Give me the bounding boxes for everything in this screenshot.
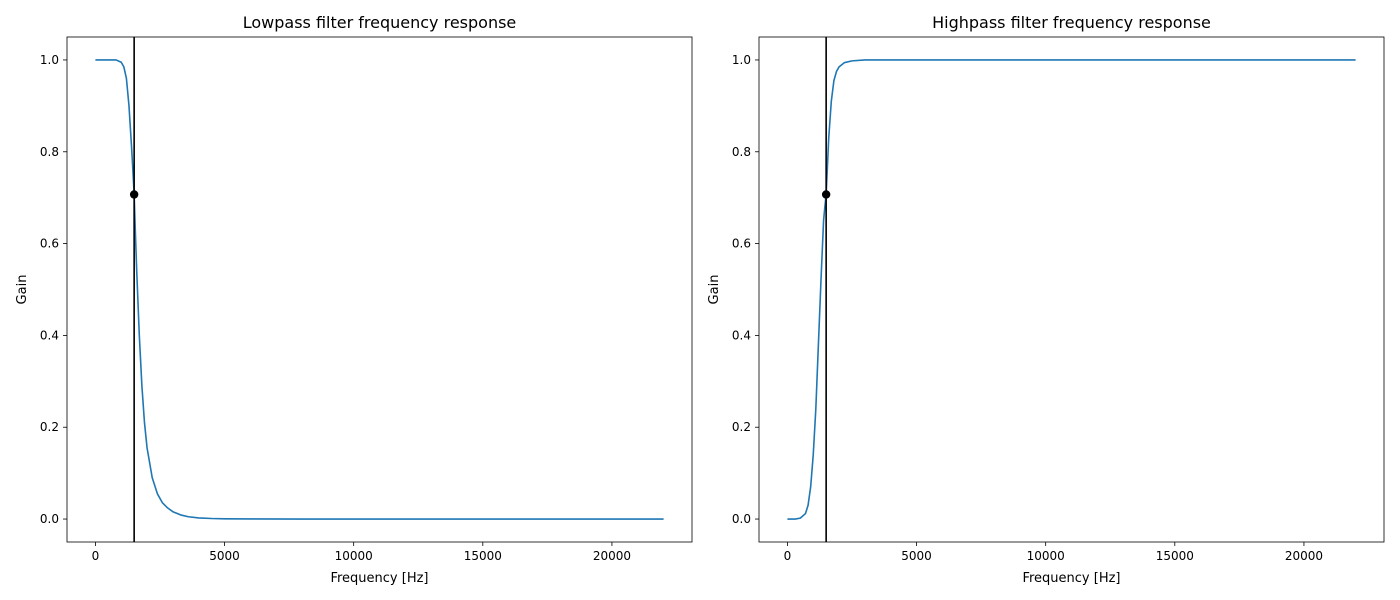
highpass-y-tick-label: 0.6: [732, 237, 751, 251]
highpass-axes-frame: [758, 36, 1385, 543]
lowpass-x-tick-label: 15000: [464, 549, 502, 563]
lowpass-y-tick-label: 0.0: [40, 512, 59, 526]
lowpass-plot-area: 0 5000 10000 15000 20000 0.0 0.2 0.4 0.6 0.8 1.0: [40, 36, 693, 563]
highpass-x-tick-label: 5000: [901, 549, 932, 563]
highpass-x-tick-label: 10000: [1027, 549, 1065, 563]
highpass-y-tick-label: 0.0: [732, 512, 751, 526]
highpass-plot-area: 0 5000 10000 15000 20000 0.0 0.2 0.4 0.6 0.8 1.0: [732, 36, 1385, 563]
lowpass-y-tick-label: 0.2: [40, 420, 59, 434]
lowpass-chart: Lowpass filter frequency response Freque…: [15, 13, 516, 586]
highpass-x-tick-label: 15000: [1156, 549, 1194, 563]
lowpass-x-tick-label: 20000: [593, 549, 631, 563]
lowpass-x-axis-label: Frequency [Hz]: [330, 571, 428, 586]
highpass-response-line: [787, 59, 1356, 520]
lowpass-x-tick-label: 0: [92, 549, 100, 563]
lowpass-y-tick-label: 0.8: [40, 145, 59, 159]
highpass-y-tick-label: 0.2: [732, 420, 751, 434]
lowpass-y-tick-label: 0.6: [40, 237, 59, 251]
highpass-chart: Highpass filter frequency response Frequ…: [707, 13, 1211, 586]
lowpass-x-tick-label: 5000: [209, 549, 240, 563]
highpass-y-tick-label: 1.0: [732, 53, 751, 67]
lowpass-y-tick-label: 1.0: [40, 53, 59, 67]
highpass-chart-title: Highpass filter frequency response: [932, 13, 1211, 32]
lowpass-y-tick-label: 0.4: [40, 328, 59, 342]
lowpass-chart-title: Lowpass filter frequency response: [243, 13, 517, 32]
lowpass-axes-frame: [66, 36, 693, 543]
lowpass-cutoff-point: [129, 190, 139, 199]
highpass-y-tick-label: 0.4: [732, 328, 751, 342]
highpass-x-axis-label: Frequency [Hz]: [1022, 571, 1120, 586]
highpass-y-tick-label: 0.8: [732, 145, 751, 159]
lowpass-x-tick-label: 10000: [335, 549, 373, 563]
lowpass-response-line: [95, 59, 664, 520]
highpass-x-tick-label: 0: [784, 549, 792, 563]
highpass-cutoff-point: [821, 190, 831, 199]
highpass-y-axis-label: Gain: [707, 275, 722, 305]
lowpass-y-axis-label: Gain: [15, 275, 30, 305]
highpass-x-tick-label: 20000: [1285, 549, 1323, 563]
